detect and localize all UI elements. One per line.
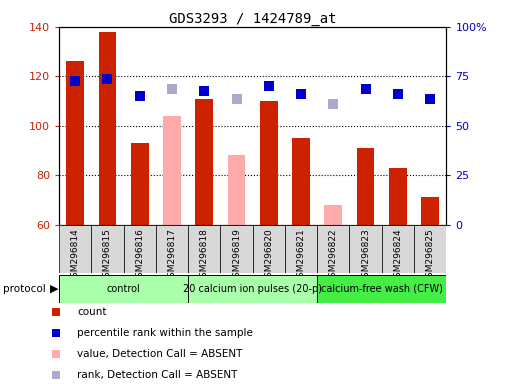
Bar — [163, 116, 181, 225]
Point — [329, 101, 338, 107]
Point — [71, 78, 79, 84]
Text: GSM296814: GSM296814 — [71, 228, 80, 283]
Text: GSM296820: GSM296820 — [264, 228, 273, 283]
Bar — [59, 225, 91, 273]
Text: GSM296824: GSM296824 — [393, 228, 402, 283]
Text: GSM296818: GSM296818 — [200, 228, 209, 283]
Bar — [292, 138, 310, 225]
Bar — [349, 225, 382, 273]
Bar — [91, 225, 124, 273]
Text: GSM296817: GSM296817 — [167, 228, 176, 283]
Text: percentile rank within the sample: percentile rank within the sample — [77, 328, 253, 338]
Bar — [324, 205, 342, 225]
Text: GSM296823: GSM296823 — [361, 228, 370, 283]
Bar — [131, 143, 149, 225]
Bar — [98, 32, 116, 225]
Bar — [357, 148, 374, 225]
Text: GSM296816: GSM296816 — [135, 228, 144, 283]
Text: ▶: ▶ — [50, 284, 58, 294]
Point — [52, 372, 60, 378]
Bar — [156, 225, 188, 273]
Text: GSM296815: GSM296815 — [103, 228, 112, 283]
Bar — [252, 225, 285, 273]
Title: GDS3293 / 1424789_at: GDS3293 / 1424789_at — [169, 12, 337, 26]
Point — [103, 76, 111, 82]
Text: 20 calcium ion pulses (20-p): 20 calcium ion pulses (20-p) — [183, 284, 322, 294]
Text: protocol: protocol — [3, 284, 45, 294]
Point — [52, 351, 60, 357]
Text: calcium-free wash (CFW): calcium-free wash (CFW) — [321, 284, 443, 294]
Text: GSM296825: GSM296825 — [426, 228, 435, 283]
Bar — [317, 225, 349, 273]
Point — [135, 93, 144, 99]
Text: control: control — [107, 284, 141, 294]
Point — [168, 86, 176, 92]
Point — [52, 330, 60, 336]
Bar — [188, 275, 317, 303]
Bar — [188, 225, 221, 273]
Bar — [285, 225, 317, 273]
Text: GSM296821: GSM296821 — [297, 228, 306, 283]
Point — [362, 86, 370, 92]
Bar — [195, 99, 213, 225]
Bar — [228, 156, 245, 225]
Point — [52, 309, 60, 315]
Bar — [260, 101, 278, 225]
Bar — [66, 61, 84, 225]
Bar — [389, 168, 407, 225]
Bar — [124, 225, 156, 273]
Point — [426, 96, 435, 102]
Text: count: count — [77, 306, 107, 316]
Point — [232, 96, 241, 102]
Bar — [221, 225, 252, 273]
Bar — [317, 275, 446, 303]
Point — [297, 91, 305, 97]
Text: value, Detection Call = ABSENT: value, Detection Call = ABSENT — [77, 349, 242, 359]
Point — [200, 88, 208, 94]
Point — [265, 83, 273, 89]
Bar — [382, 225, 414, 273]
Bar — [59, 275, 188, 303]
Bar — [421, 197, 439, 225]
Text: rank, Detection Call = ABSENT: rank, Detection Call = ABSENT — [77, 370, 238, 380]
Text: GSM296819: GSM296819 — [232, 228, 241, 283]
Point — [394, 91, 402, 97]
Bar — [414, 225, 446, 273]
Text: GSM296822: GSM296822 — [329, 228, 338, 283]
